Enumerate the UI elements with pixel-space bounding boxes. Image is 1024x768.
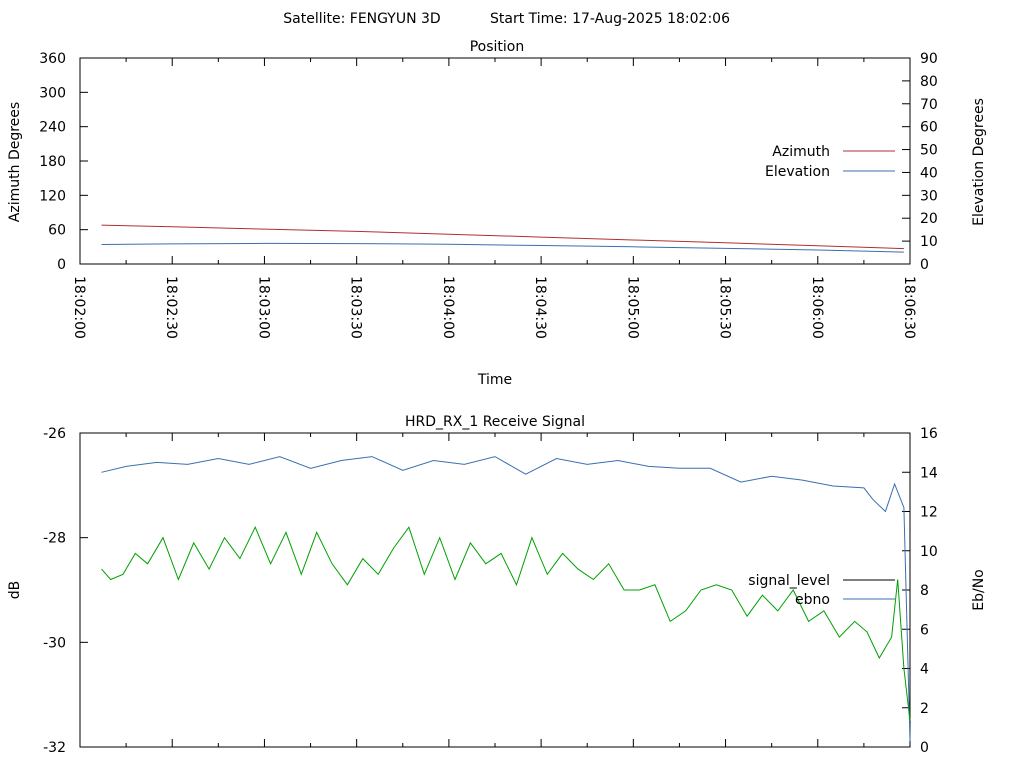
position-chart-ytick-label: 0 [57,257,66,273]
position-chart-ytick-label: 180 [39,154,66,170]
position-chart-y2tick-label: 40 [920,165,938,181]
position-series-azimuth [101,224,904,250]
position-chart-xtick-label: 18:03:30 [348,276,364,339]
signal-chart-y2tick-label: 16 [920,426,938,442]
signal-chart-y2tick-label: 14 [920,465,938,481]
position-chart-ytick-label: 300 [39,85,66,101]
signal-chart-ytick-label: -32 [43,740,66,756]
position-chart-xtick-label: 18:02:00 [71,276,87,339]
position-chart-xlabel: Time [477,372,512,388]
position-chart-ytick-label: 240 [39,120,66,136]
position-chart-y2tick-label: 70 [920,97,938,113]
signal-legend-label-signal-level: signal_level [748,573,830,589]
position-chart-y2tick-label: 80 [920,74,938,90]
position-chart-xtick-label: 18:03:00 [255,276,271,339]
signal-chart-y2tick-label: 6 [920,622,929,638]
position-chart-title: Position [470,39,525,55]
start-time-label: Start Time: 17-Aug-2025 18:02:06 [490,11,730,27]
signal-chart-frame [79,432,911,748]
position-chart-y2tick-label: 60 [920,120,938,136]
position-chart-xtick-label: 18:05:00 [624,276,640,339]
satellite-label: Satellite: FENGYUN 3D [283,11,440,27]
position-chart-xtick-label: 18:04:30 [532,276,548,339]
signal-chart-y2label: Eb/No [971,569,987,611]
position-chart-xtick-label: 18:06:00 [809,276,825,339]
position-chart-xtick-label: 18:04:00 [440,276,456,339]
position-chart-frame [79,57,911,265]
signal-chart-y2tick-label: 2 [920,701,929,717]
signal-chart-y2tick-label: 0 [920,740,929,756]
signal-chart: HRD_RX_1 Receive Signal dB Eb/No -32 -30 -… [7,414,987,756]
signal-chart-ytick-label: -26 [43,426,66,442]
position-legend-label-azimuth: Azimuth [772,144,830,160]
signal-chart-ytick-label: -30 [43,635,66,651]
position-chart-y2tick-label: 20 [920,211,938,227]
position-chart-y2tick-label: 50 [920,143,938,159]
position-chart-ylabel: Azimuth Degrees [7,102,23,222]
position-chart-y2tick-label: 10 [920,234,938,250]
signal-chart-title: HRD_RX_1 Receive Signal [405,414,585,430]
position-chart-xtick-label: 18:05:30 [717,276,733,339]
signal-chart-ytick-label: -28 [43,531,66,547]
position-chart-y2tick-label: 30 [920,188,938,204]
position-series-elevation [101,242,904,253]
position-chart-y2tick-label: 0 [920,257,929,273]
position-chart-ytick-label: 120 [39,188,66,204]
signal-chart-y2tick-label: 12 [920,505,938,521]
signal-chart-y2tick-label: 10 [920,544,938,560]
position-chart-xtick-label: 18:02:30 [163,276,179,339]
position-chart-ytick-label: 60 [48,223,66,239]
signal-chart-ylabel: dB [7,581,23,600]
signal-chart-y2tick-label: 4 [920,662,929,678]
signal-series-ebno [101,456,911,742]
position-chart-y2tick-label: 90 [920,51,938,67]
signal-series-green [101,525,911,721]
position-chart-ytick-label: 360 [39,51,66,67]
position-chart-xtick-label: 18:06:30 [901,276,917,339]
position-chart-y2label: Elevation Degrees [971,98,987,226]
signal-chart-y2tick-label: 8 [920,583,929,599]
position-legend-label-elevation: Elevation [765,164,830,180]
position-chart: Position Time Azimuth Degrees Elevation … [7,39,987,388]
signal-legend-label-ebno: ebno [795,592,830,608]
